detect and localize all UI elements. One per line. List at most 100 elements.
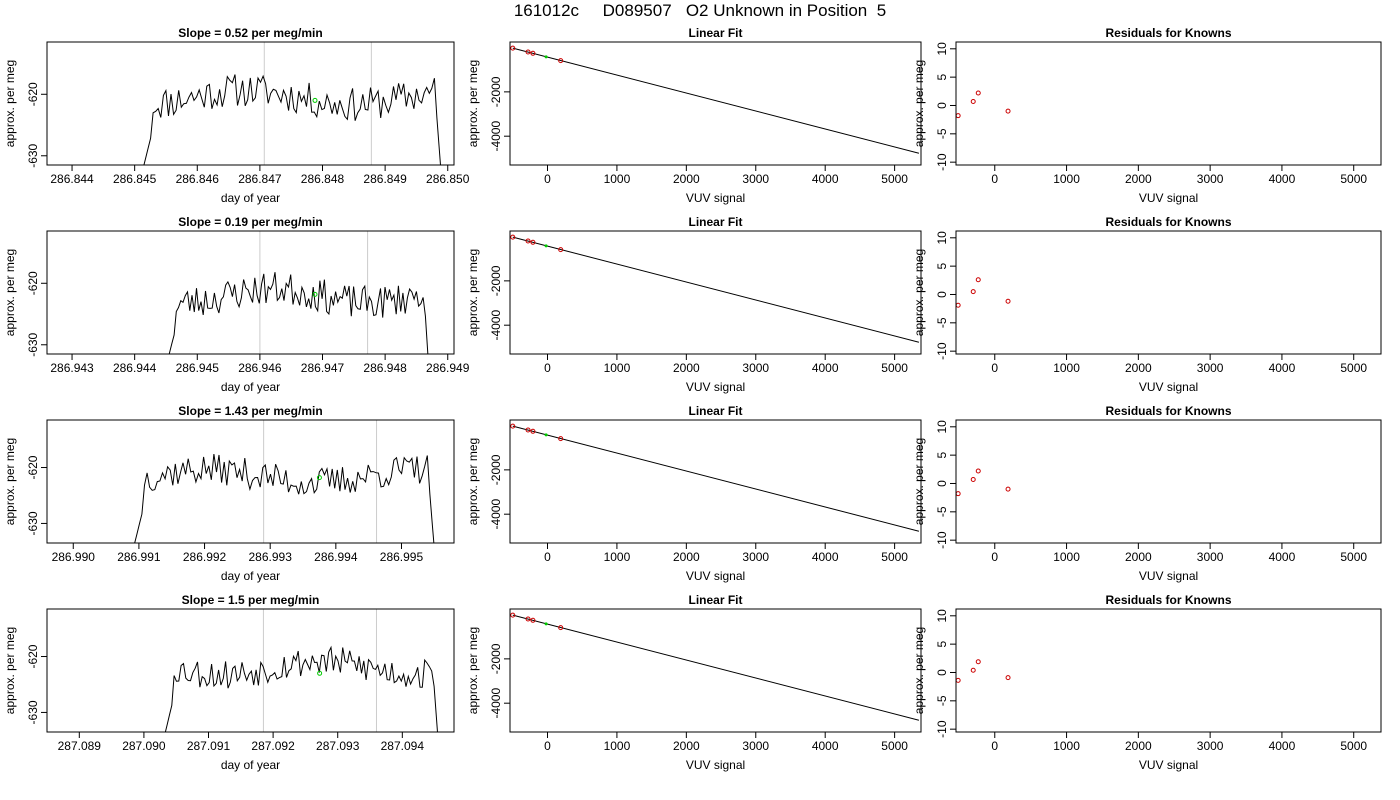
residual-point bbox=[975, 468, 981, 474]
known-point bbox=[510, 234, 516, 240]
x-tick-label: 3000 bbox=[1197, 172, 1224, 186]
x-tick-label: 3000 bbox=[742, 550, 769, 564]
residual-point bbox=[1005, 675, 1011, 681]
residual-point bbox=[955, 113, 961, 119]
plot-frame bbox=[509, 41, 922, 166]
x-tick-label: 286.947 bbox=[301, 361, 345, 375]
x-tick-label: 4000 bbox=[812, 739, 839, 753]
x-tick-label: 0 bbox=[544, 172, 551, 186]
x-tick-label: 1000 bbox=[1053, 361, 1080, 375]
y-tick-label: -5 bbox=[935, 695, 949, 706]
known-point bbox=[510, 45, 516, 51]
known-point bbox=[525, 616, 531, 622]
x-axis-label: VUV signal bbox=[1139, 191, 1198, 205]
y-axis-label: approx. per meg bbox=[466, 249, 480, 336]
x-axis-label: VUV signal bbox=[1139, 569, 1198, 583]
y-tick-label: -4000 bbox=[489, 310, 503, 341]
y-tick-label: -10 bbox=[935, 720, 949, 738]
known-point bbox=[530, 50, 536, 56]
plot-frame bbox=[955, 230, 1382, 355]
y-tick-label: 5 bbox=[935, 640, 949, 647]
y-tick-label: 10 bbox=[935, 609, 949, 623]
y-tick-label: -2000 bbox=[489, 643, 503, 674]
x-tick-label: 286.945 bbox=[176, 361, 220, 375]
y-tick-label: -10 bbox=[935, 153, 949, 171]
residual-point bbox=[975, 277, 981, 283]
residual-point bbox=[955, 302, 961, 308]
x-tick-label: 3000 bbox=[742, 361, 769, 375]
plot-frame bbox=[955, 608, 1382, 733]
x-tick-label: 3000 bbox=[1197, 739, 1224, 753]
x-tick-label: 286.847 bbox=[238, 172, 282, 186]
x-tick-label: 1000 bbox=[1053, 739, 1080, 753]
plot-title: Linear Fit bbox=[688, 593, 742, 607]
x-tick-label: 5000 bbox=[881, 550, 908, 564]
x-tick-label: 0 bbox=[991, 550, 998, 564]
x-axis-label: VUV signal bbox=[1139, 758, 1198, 772]
x-axis-label: VUV signal bbox=[686, 569, 745, 583]
x-tick-label: 4000 bbox=[1269, 550, 1296, 564]
x-tick-label: 3000 bbox=[1197, 361, 1224, 375]
x-tick-label: 0 bbox=[991, 361, 998, 375]
signal-trace bbox=[134, 454, 435, 543]
x-tick-label: 4000 bbox=[812, 172, 839, 186]
y-tick-label: 10 bbox=[935, 231, 949, 245]
unknown-point bbox=[312, 97, 318, 103]
known-point bbox=[510, 612, 516, 618]
signal-trace bbox=[143, 74, 441, 165]
y-tick-label: -630 bbox=[26, 143, 40, 167]
plot-frame bbox=[509, 419, 922, 544]
y-tick-label: -620 bbox=[26, 455, 40, 479]
x-tick-label: 0 bbox=[991, 739, 998, 753]
plot-frame bbox=[955, 419, 1382, 544]
x-tick-label: 286.991 bbox=[117, 550, 161, 564]
x-tick-label: 287.092 bbox=[251, 739, 295, 753]
x-tick-label: 286.995 bbox=[380, 550, 424, 564]
residual-point bbox=[955, 491, 961, 497]
known-point bbox=[525, 238, 531, 244]
residual-point bbox=[970, 289, 976, 295]
y-axis-label: approx. per meg bbox=[466, 438, 480, 525]
known-point bbox=[558, 247, 564, 253]
x-tick-label: 0 bbox=[544, 550, 551, 564]
y-axis-label: approx. per meg bbox=[912, 627, 926, 714]
y-tick-label: -2000 bbox=[489, 76, 503, 107]
y-axis-label: approx. per meg bbox=[466, 627, 480, 714]
y-tick-label: -5 bbox=[935, 317, 949, 328]
x-axis-label: day of year bbox=[221, 380, 280, 394]
x-tick-label: 286.949 bbox=[426, 361, 470, 375]
x-tick-label: 1000 bbox=[604, 739, 631, 753]
plot-title: Slope = 1.43 per meg/min bbox=[178, 404, 322, 418]
residual-point bbox=[970, 99, 976, 105]
x-tick-label: 287.094 bbox=[381, 739, 425, 753]
residual-point bbox=[975, 90, 981, 96]
y-tick-label: -2000 bbox=[489, 454, 503, 485]
y-tick-label: 0 bbox=[935, 102, 949, 109]
y-tick-label: -630 bbox=[26, 700, 40, 724]
fit-line bbox=[512, 47, 920, 154]
x-tick-label: 2000 bbox=[673, 550, 700, 564]
y-tick-label: -10 bbox=[935, 342, 949, 360]
x-axis-label: VUV signal bbox=[1139, 380, 1198, 394]
known-point bbox=[510, 423, 516, 429]
residual-point bbox=[1005, 108, 1011, 114]
y-tick-label: -620 bbox=[26, 82, 40, 106]
x-tick-label: 2000 bbox=[1125, 739, 1152, 753]
y-axis-label: approx. per meg bbox=[3, 438, 17, 525]
x-tick-label: 5000 bbox=[881, 361, 908, 375]
y-axis-label: approx. per meg bbox=[466, 60, 480, 147]
y-axis-label: approx. per meg bbox=[3, 627, 17, 714]
plot-title: Slope = 0.52 per meg/min bbox=[178, 26, 322, 40]
known-point bbox=[530, 617, 536, 623]
y-axis-label: approx. per meg bbox=[912, 249, 926, 336]
x-tick-label: 1000 bbox=[1053, 172, 1080, 186]
x-tick-label: 5000 bbox=[881, 739, 908, 753]
y-axis-label: approx. per meg bbox=[912, 438, 926, 525]
y-tick-label: 5 bbox=[935, 73, 949, 80]
x-tick-label: 0 bbox=[544, 361, 551, 375]
x-tick-label: 286.943 bbox=[50, 361, 94, 375]
signal-trace bbox=[168, 272, 429, 354]
unknown-point bbox=[312, 291, 318, 297]
known-point bbox=[530, 428, 536, 434]
plot-title: Residuals for Knowns bbox=[1105, 26, 1231, 40]
